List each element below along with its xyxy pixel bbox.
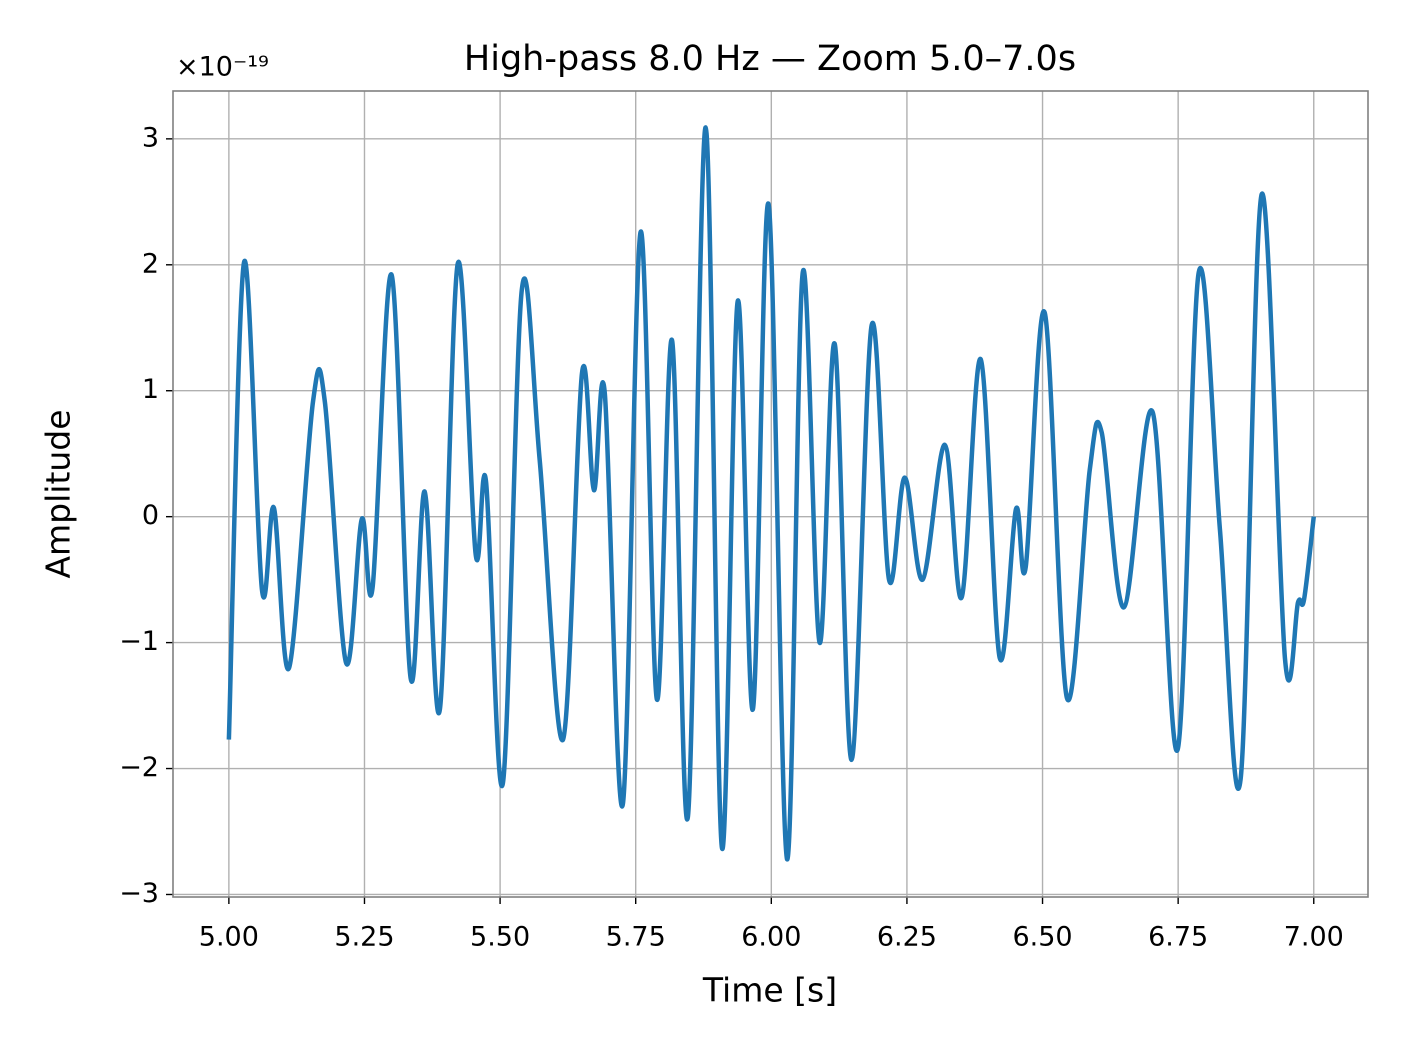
y-tick-label: −1 <box>119 626 159 657</box>
y-tick-label: 0 <box>142 500 159 531</box>
x-tick-label: 5.50 <box>470 922 530 953</box>
x-tick-label: 5.00 <box>199 922 259 953</box>
x-tick-label: 6.00 <box>741 922 801 953</box>
chart-title: High-pass 8.0 Hz — Zoom 5.0–7.0s <box>464 39 1076 79</box>
y-axis-label: Amplitude <box>39 409 78 578</box>
plot-frame <box>172 90 1369 898</box>
y-tick-label: 1 <box>142 374 159 405</box>
y-tick-label: −2 <box>119 752 159 783</box>
y-offset-label: ×10⁻¹⁹ <box>176 52 269 83</box>
y-tick-label: 2 <box>142 248 159 279</box>
x-tick-label: 6.25 <box>877 922 937 953</box>
x-tick-label: 5.75 <box>606 922 666 953</box>
x-tick-label: 7.00 <box>1284 922 1344 953</box>
x-tick-label: 5.25 <box>334 922 394 953</box>
y-tick-label: 3 <box>142 122 159 153</box>
data-line <box>226 125 1316 862</box>
x-tick-label: 6.50 <box>1012 922 1072 953</box>
x-tick-label: 6.75 <box>1148 922 1208 953</box>
y-tick-label: −3 <box>119 878 159 909</box>
x-axis-label: Time [s] <box>702 971 837 1010</box>
